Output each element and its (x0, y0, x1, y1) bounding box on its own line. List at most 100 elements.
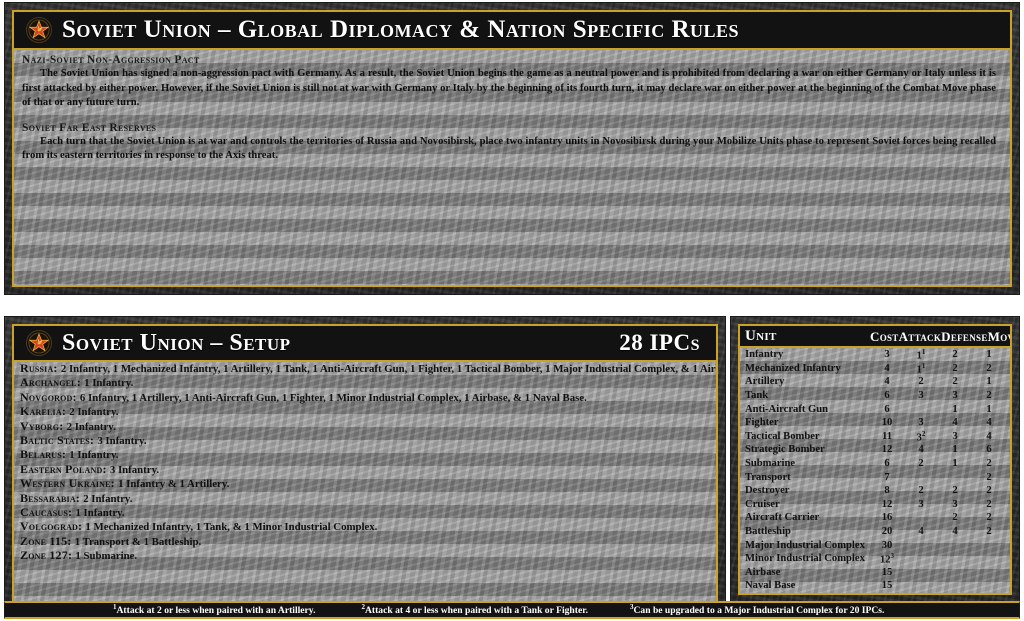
setup-territory-list: Russia: 2 Infantry, 1 Mechanized Infantr… (14, 362, 716, 609)
unit-defense: 4 (952, 417, 958, 429)
footnote-marker: 1 (921, 361, 926, 370)
unit-move: 1 (986, 349, 992, 361)
unit-name: Destroyer (745, 485, 790, 497)
unit-column-header-move: Move (987, 329, 1010, 344)
unit-table-row: Artillery 4 2 2 1 (740, 375, 1010, 389)
setup-territory-row: Zone 127: 1 Submarine. (14, 549, 716, 563)
setup-territory-row: Russia: 2 Infantry, 1 Mechanized Infantr… (14, 362, 716, 376)
footnote-marker: 3 (629, 603, 634, 612)
unit-cost: 10 (881, 417, 893, 429)
unit-move: 2 (986, 362, 992, 374)
unit-stats-panel: Unit Cost Attack Defense Move Infantry31… (730, 316, 1020, 603)
setup-territory-units: 1 Mechanized Infantry, 1 Tank, & 1 Minor… (85, 521, 378, 534)
setup-territory-name: Eastern Poland: (20, 462, 110, 476)
unit-cost: 12 (881, 444, 893, 456)
unit-defense: 3 (952, 390, 958, 402)
footnote-marker: 3 (890, 551, 895, 560)
setup-territory-units: 1 Infantry. (69, 449, 119, 462)
unit-name: Infantry (745, 349, 784, 361)
unit-column-header-attack: Attack (898, 329, 942, 344)
footnote-marker: 2 (361, 603, 365, 612)
unit-table-row: Anti-Aircraft Gun 6 1 1 (740, 402, 1010, 416)
footnote-marker: 1 (921, 348, 926, 357)
unit-name: Fighter (745, 417, 779, 429)
unit-cost: 5 (870, 594, 904, 595)
setup-territory-units: 2 Infantry. (83, 492, 133, 505)
setup-territory-units: 2 Infantry. (66, 420, 116, 433)
unit-attack: 2 (918, 458, 924, 470)
setup-territory-name: Volgograd: (20, 520, 86, 534)
unit-name: Research Dice (745, 594, 870, 595)
unit-defense: 3 (952, 498, 958, 510)
soviet-star-emblem-icon (26, 17, 52, 43)
unit-table-row: Cruiser 12 3 3 2 (740, 498, 1010, 512)
setup-territory-name: Novgorod: (20, 390, 80, 404)
unit-defense: 4 (952, 526, 958, 538)
setup-territory-name: Russia: (20, 362, 61, 375)
setup-panel-inner: Soviet Union – Setup 28 IPCs Russia: 2 I… (12, 324, 718, 611)
rule-section-pact: Nazi-Soviet Non-Aggression Pact The Sovi… (14, 50, 1010, 113)
unit-table-header: Unit Cost Attack Defense Move (740, 326, 1010, 348)
unit-cost: 7 (884, 471, 890, 483)
unit-defense: 1 (952, 403, 958, 415)
setup-territory-units: 1 Transport & 1 Battleship. (74, 535, 202, 548)
unit-name: Minor Industrial Complex (745, 553, 865, 565)
unit-name: Tank (745, 390, 769, 402)
unit-move: 4 (986, 430, 992, 442)
unit-defense: 2 (952, 485, 958, 497)
unit-move: 2 (986, 498, 992, 510)
setup-territory-name: Archangel: (20, 376, 85, 390)
footnote-3: 3Can be upgraded to a Major Industrial C… (629, 603, 885, 617)
unit-column-header-unit: Unit (745, 328, 777, 344)
unit-name: Aircraft Carrier (745, 512, 820, 524)
unit-attack: 3 (918, 498, 924, 510)
unit-cost: 3 (884, 349, 890, 361)
unit-attack: 4 (918, 444, 924, 456)
unit-table-row: Submarine 6 2 1 2 (740, 457, 1010, 471)
unit-name: Transport (745, 471, 791, 483)
setup-territory-row: Western Ukraine: 1 Infantry & 1 Artiller… (14, 477, 716, 491)
unit-name: Battleship (745, 526, 791, 538)
unit-table-row: Infantry 3 11 2 1 (740, 348, 1010, 362)
setup-territory-row: Baltic States: 3 Infantry. (14, 434, 716, 448)
unit-name: Artillery (745, 376, 785, 388)
unit-attack: 11 (916, 348, 926, 362)
unit-cost: 16 (881, 512, 893, 524)
unit-table-row: Transport 7 2 (740, 470, 1010, 484)
unit-table-row: Fighter 10 3 4 4 (740, 416, 1010, 430)
unit-cost: 15 (881, 566, 893, 578)
unit-defense: 1 (952, 444, 958, 456)
rule-section-far-east: Soviet Far East Reserves Each turn that … (14, 113, 1010, 166)
unit-cost: 4 (884, 362, 890, 374)
rules-title: Soviet Union – Global Diplomacy & Nation… (62, 16, 740, 43)
setup-territory-units: 3 Infantry. (97, 435, 147, 448)
unit-defense: 1 (952, 458, 958, 470)
setup-territory-row: Novgorod: 6 Infantry, 1 Artillery, 1 Ant… (14, 391, 716, 405)
unit-attack: 32 (916, 429, 926, 444)
unit-table-row: Aircraft Carrier 16 2 2 (740, 511, 1010, 525)
unit-column-header-defense: Defense (941, 329, 988, 344)
unit-attack: 4 (918, 526, 924, 538)
setup-territory-name: Karelia: (20, 405, 70, 419)
unit-cost: 6 (884, 403, 890, 415)
footnote-marker: 2 (921, 429, 926, 438)
rules-body: Nazi-Soviet Non-Aggression Pact The Sovi… (14, 50, 1010, 285)
unit-defense: 2 (952, 349, 958, 361)
setup-territory-units: 2 Infantry. (69, 406, 119, 419)
unit-cost: 6 (884, 458, 890, 470)
footnote-bar: 1Attack at 2 or less when paired with an… (4, 601, 1020, 619)
unit-name: Major Industrial Complex (745, 539, 865, 551)
setup-territory-row: Karelia: 2 Infantry. (14, 405, 716, 419)
unit-attack: 2 (918, 376, 924, 388)
unit-name: Mechanized Infantry (745, 362, 841, 374)
unit-move: 4 (986, 417, 992, 429)
unit-table-row: Research Dice5 (740, 593, 1010, 595)
setup-territory-name: Western Ukraine: (20, 477, 119, 491)
unit-name: Tactical Bomber (745, 430, 820, 442)
unit-attack: 2 (918, 485, 924, 497)
unit-name: Anti-Aircraft Gun (745, 403, 829, 415)
setup-territory-units: 1 Submarine. (75, 550, 138, 563)
rule-text-pact: The Soviet Union has signed a non-aggres… (22, 68, 996, 108)
rule-heading-far-east: Soviet Far East Reserves (22, 121, 157, 134)
